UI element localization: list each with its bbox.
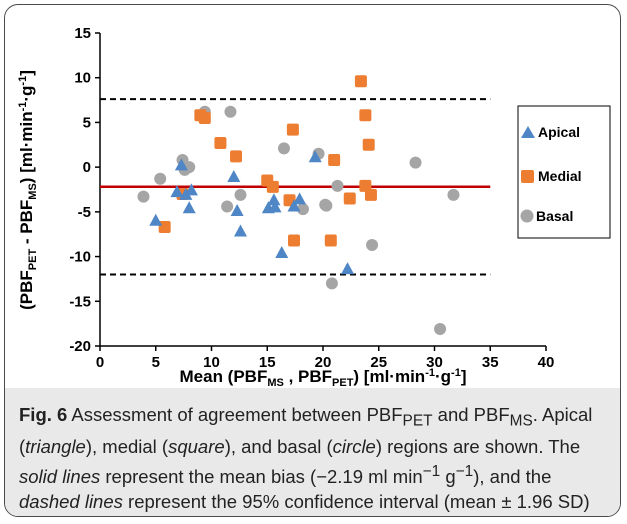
data-points [137,75,460,336]
caption-italic: circle [332,435,376,457]
medial-point [214,136,227,149]
medial-point [328,153,341,166]
x-ticks: 0 5 10 15 20 25 30 35 40 [96,346,555,371]
axes [99,33,546,347]
y-tick-label: -15 [69,293,91,310]
medial-point [266,180,279,193]
basal-point [296,203,309,216]
legend-apical-marker [521,126,535,138]
reference-lines [100,98,491,276]
caption-sub: PET [402,412,433,430]
medial-point [286,123,299,136]
basal-point [137,190,150,203]
figure-caption: Fig. 6 Assessment of agreement between P… [5,388,620,516]
apical-point [341,262,355,275]
caption-italic: square [168,435,225,457]
y-tick-label: 15 [74,25,91,42]
apical-point [174,158,188,171]
caption-italic: triangle [25,435,86,457]
medial-point [198,111,211,124]
x-tick-label: 40 [538,354,555,371]
basal-point [277,142,290,155]
apical-point [182,201,196,214]
x-tick-label: 5 [152,354,160,371]
medial-point [324,234,337,247]
legend-basal-marker [520,209,534,223]
legend-medial-label: Medial [538,168,582,184]
caption-text: ), and the [473,465,552,487]
apical-point [275,245,289,258]
y-tick-label: 10 [74,70,91,87]
basal-point [325,277,338,290]
x-tick-label: 35 [482,354,499,371]
x-tick-label: 0 [96,354,104,371]
caption-text: and PBF [432,404,510,425]
y-tick-label: -5 [78,204,91,221]
apical-point [233,224,247,237]
apical-point [170,185,184,198]
caption-label: Fig. 6 [19,404,68,425]
medial-point [364,188,377,201]
legend: Apical Medial Basal [517,105,611,239]
apical-point [184,183,198,196]
medial-point [343,192,356,205]
basal-point [366,238,379,251]
caption-italic: solid lines [19,465,101,487]
medial-point [359,109,372,122]
apical-point [267,193,281,206]
x-tick-label: 25 [370,354,387,371]
caption-text: . Apical ( [19,404,593,457]
basal-point [234,188,247,201]
x-tick-label: 10 [203,354,220,371]
caption-text: ), and basal ( [224,435,333,457]
legend-basal-label: Basal [536,208,573,224]
basal-point [331,179,344,192]
basal-point [320,199,333,212]
x-tick-label: 20 [315,354,332,371]
y-axis-title: (PBFPET - PBFMS) [ml·min-1·g-1] [17,70,39,310]
apical-point [308,150,322,163]
caption-text: represent the 95% confidence interval (m… [122,490,590,512]
caption-text: Assessment of agreement between PBF [67,404,403,425]
caption-sub: MS [509,412,533,430]
basal-point [221,200,234,213]
y-tick-label: -10 [69,249,91,266]
basal-point [224,105,237,118]
x-tick-label: 15 [259,354,276,371]
apical-point [268,200,282,213]
caption-sup: −1 [455,462,474,480]
legend-apical-label: Apical [538,124,580,140]
medial-point [288,234,301,247]
caption-italic: dashed lines [19,490,123,512]
apical-point [149,213,163,226]
medial-point [230,150,243,163]
caption-text: ) regions are shown. The [375,435,581,457]
apical-point [227,169,241,182]
x-axis-title: Mean (PBFMS , PBFPET) [ml·min-1·g-1] [180,367,467,388]
legend-medial-marker [521,170,534,183]
caption-text: g [440,465,456,487]
medial-point [354,75,367,88]
caption-text: ), medial ( [85,435,169,457]
medial-point [362,138,375,151]
bland-altman-chart: 15 10 5 0 -5 -10 -15 -20 0 5 10 15 20 25 30 35 40 Mean … [17,25,611,388]
y-tick-label: 0 [83,159,91,176]
x-tick-label: 30 [426,354,443,371]
basal-point [409,156,422,169]
y-tick-label: -20 [69,338,91,355]
y-ticks: 15 10 5 0 -5 -10 -15 -20 [69,25,100,355]
basal-point [434,323,447,336]
basal-point [154,172,167,185]
medial-point [158,221,171,234]
caption-sup: −1 [422,462,441,480]
caption-text: represent the mean bias (−2.19 ml min [100,465,423,487]
apical-point [293,192,307,205]
apical-point [230,203,244,216]
apical-point [287,199,301,212]
basal-point [447,188,460,201]
y-tick-label: 5 [83,114,91,131]
